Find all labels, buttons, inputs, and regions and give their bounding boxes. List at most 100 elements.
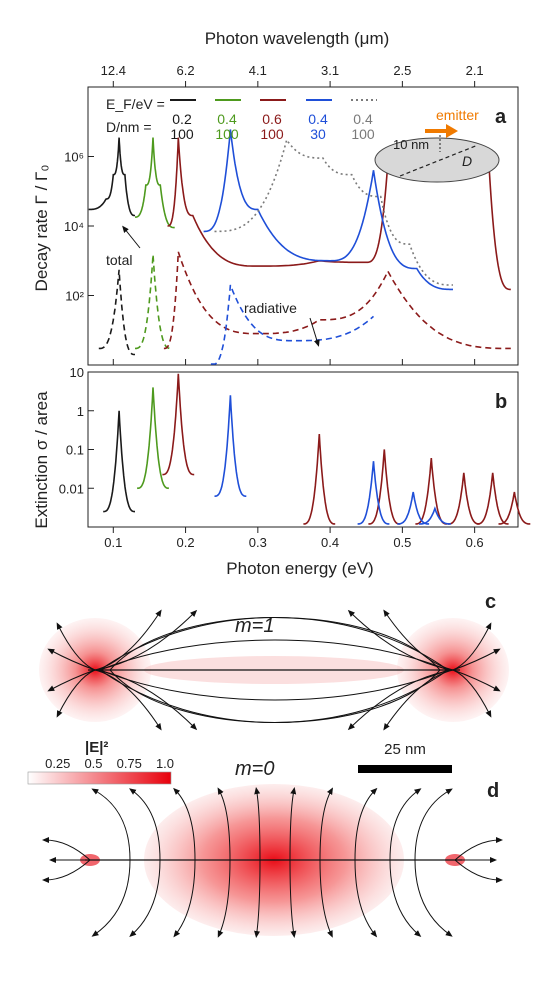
bottom-tick-label: 0.2 (177, 535, 195, 550)
panel-b-label: b (495, 391, 507, 413)
extinction-peak-line (419, 506, 451, 525)
colorbar: |E|² 0.25 0.5 0.75 1.0 (27, 739, 174, 785)
panel-b-yticks: 10 1 0.1 0.01 (59, 365, 94, 496)
field-line-up (354, 787, 378, 861)
extinction-peak-line (447, 472, 480, 525)
legend-d-value: 100 (260, 126, 284, 142)
field-line (452, 669, 501, 692)
top-tick-label: 2.1 (466, 63, 484, 78)
legend-ef-value: 0.2 (172, 111, 192, 127)
mode-m0-label: m=0 (235, 758, 274, 780)
field-line-down (217, 859, 231, 938)
field-line-up (217, 787, 231, 861)
field-line-down (354, 859, 378, 938)
edge-field-line (42, 837, 91, 861)
extinction-peak-line (476, 472, 509, 525)
panel-a-ytick-label: 10⁴ (64, 219, 84, 234)
bottom-tick-label: 0.6 (466, 535, 484, 550)
legend-d-value: 100 (351, 126, 375, 142)
top-axis-title: Photon wavelength (μm) (205, 29, 390, 48)
edge-field-line (454, 859, 503, 883)
extinction-peak-line (136, 387, 170, 490)
panel-c-field-map: m=1 c (39, 591, 509, 731)
edge-field-line (42, 859, 91, 883)
extinction-peak-line (162, 373, 195, 476)
panel-b-ytick-label: 0.1 (66, 443, 84, 458)
scale-bar-rect (358, 765, 452, 773)
colorbar-tick-label: 1.0 (156, 756, 174, 771)
colorbar-tick-label: 0.25 (45, 756, 70, 771)
extinction-peak-line (397, 491, 430, 525)
loop-field-line (99, 669, 449, 701)
top-tick-label: 3.1 (321, 63, 339, 78)
legend-row1-label: E_F/eV = (106, 96, 165, 112)
field-line-down (129, 859, 161, 937)
field-line-up (289, 787, 297, 861)
decay-series-line (210, 284, 375, 365)
field-line-up (389, 788, 422, 861)
scale-bar-label: 25 nm (384, 741, 426, 758)
decay-series-line (214, 138, 453, 286)
panel-a-ytick-label: 10⁶ (64, 150, 84, 165)
panel-b-curves (103, 373, 531, 525)
colorbar-ticks: 0.25 0.5 0.75 1.0 (45, 756, 174, 771)
decay-series-line (203, 129, 453, 291)
field-line-down (319, 859, 333, 938)
edge-field-line (454, 837, 503, 861)
panel-a-ylabel: Decay rate Γ / Γ₀ (32, 165, 51, 292)
field-lines-d (42, 787, 503, 938)
field-line-down (254, 859, 261, 938)
panel-b-ytick-label: 1 (77, 404, 84, 419)
total-annotation: total (106, 252, 132, 268)
decay-series-line (88, 137, 135, 217)
extinction-peak-line (368, 449, 401, 525)
decay-series-line (98, 269, 135, 356)
legend-row2-label: D/nm = (106, 119, 152, 135)
panel-d-field-map: m=0 d (42, 758, 503, 938)
gap-label: 10 nm (393, 137, 429, 152)
panel-a-legend: E_F/eV = D/nm = 0.21000.41000.61000.4300… (106, 96, 377, 142)
legend-d-value: 100 (170, 126, 194, 142)
panel-d-label: d (487, 780, 499, 802)
radiative-arrow (309, 317, 320, 347)
panel-c-label: c (485, 591, 496, 613)
scale-bar: 25 nm (358, 741, 452, 773)
field-lines-c (47, 609, 501, 731)
bottom-axis-title: Photon energy (eV) (226, 559, 373, 578)
field-line-up (173, 787, 196, 861)
bottom-tick-label: 0.5 (393, 535, 411, 550)
top-tick-label: 6.2 (177, 63, 195, 78)
legend-ef-value: 0.6 (262, 111, 282, 127)
legend-ef-value: 0.4 (308, 111, 328, 127)
panel-a-label: a (495, 106, 507, 128)
field-line-down (289, 859, 297, 938)
bottom-tick-label: 0.1 (104, 535, 122, 550)
panel-a-ytick-label: 10² (65, 289, 84, 304)
field-line-down (91, 859, 131, 937)
decay-series-line (135, 254, 172, 350)
colorbar-title: |E|² (85, 739, 108, 756)
panel-b-ytick-label: 10 (70, 365, 84, 380)
extinction-peak-line (415, 458, 448, 525)
extinction-peak-line (214, 395, 247, 497)
field-line-up (319, 787, 333, 861)
field-line (47, 648, 96, 671)
panel-b-ylabel: Extinction σ / area (32, 391, 51, 529)
field-line-down (173, 859, 196, 938)
extinction-peak-line (498, 491, 531, 525)
top-tick-label: 12.4 (101, 63, 126, 78)
outer-loop-field-line (109, 617, 441, 671)
field-line (94, 669, 162, 731)
radiative-annotation: radiative (244, 300, 297, 316)
emitter-inset: emitter 10 nm D (374, 107, 500, 183)
field-line (47, 669, 96, 692)
decay-series-line (135, 137, 175, 229)
emitter-label: emitter (436, 107, 479, 123)
legend-d-value: 100 (215, 126, 239, 142)
top-axis-ticks: 12.4 6.2 4.1 3.1 2.5 2.1 (101, 63, 484, 87)
extinction-peak-line (357, 461, 390, 525)
total-arrow (122, 225, 141, 249)
colorbar-tick-label: 0.75 (117, 756, 142, 771)
